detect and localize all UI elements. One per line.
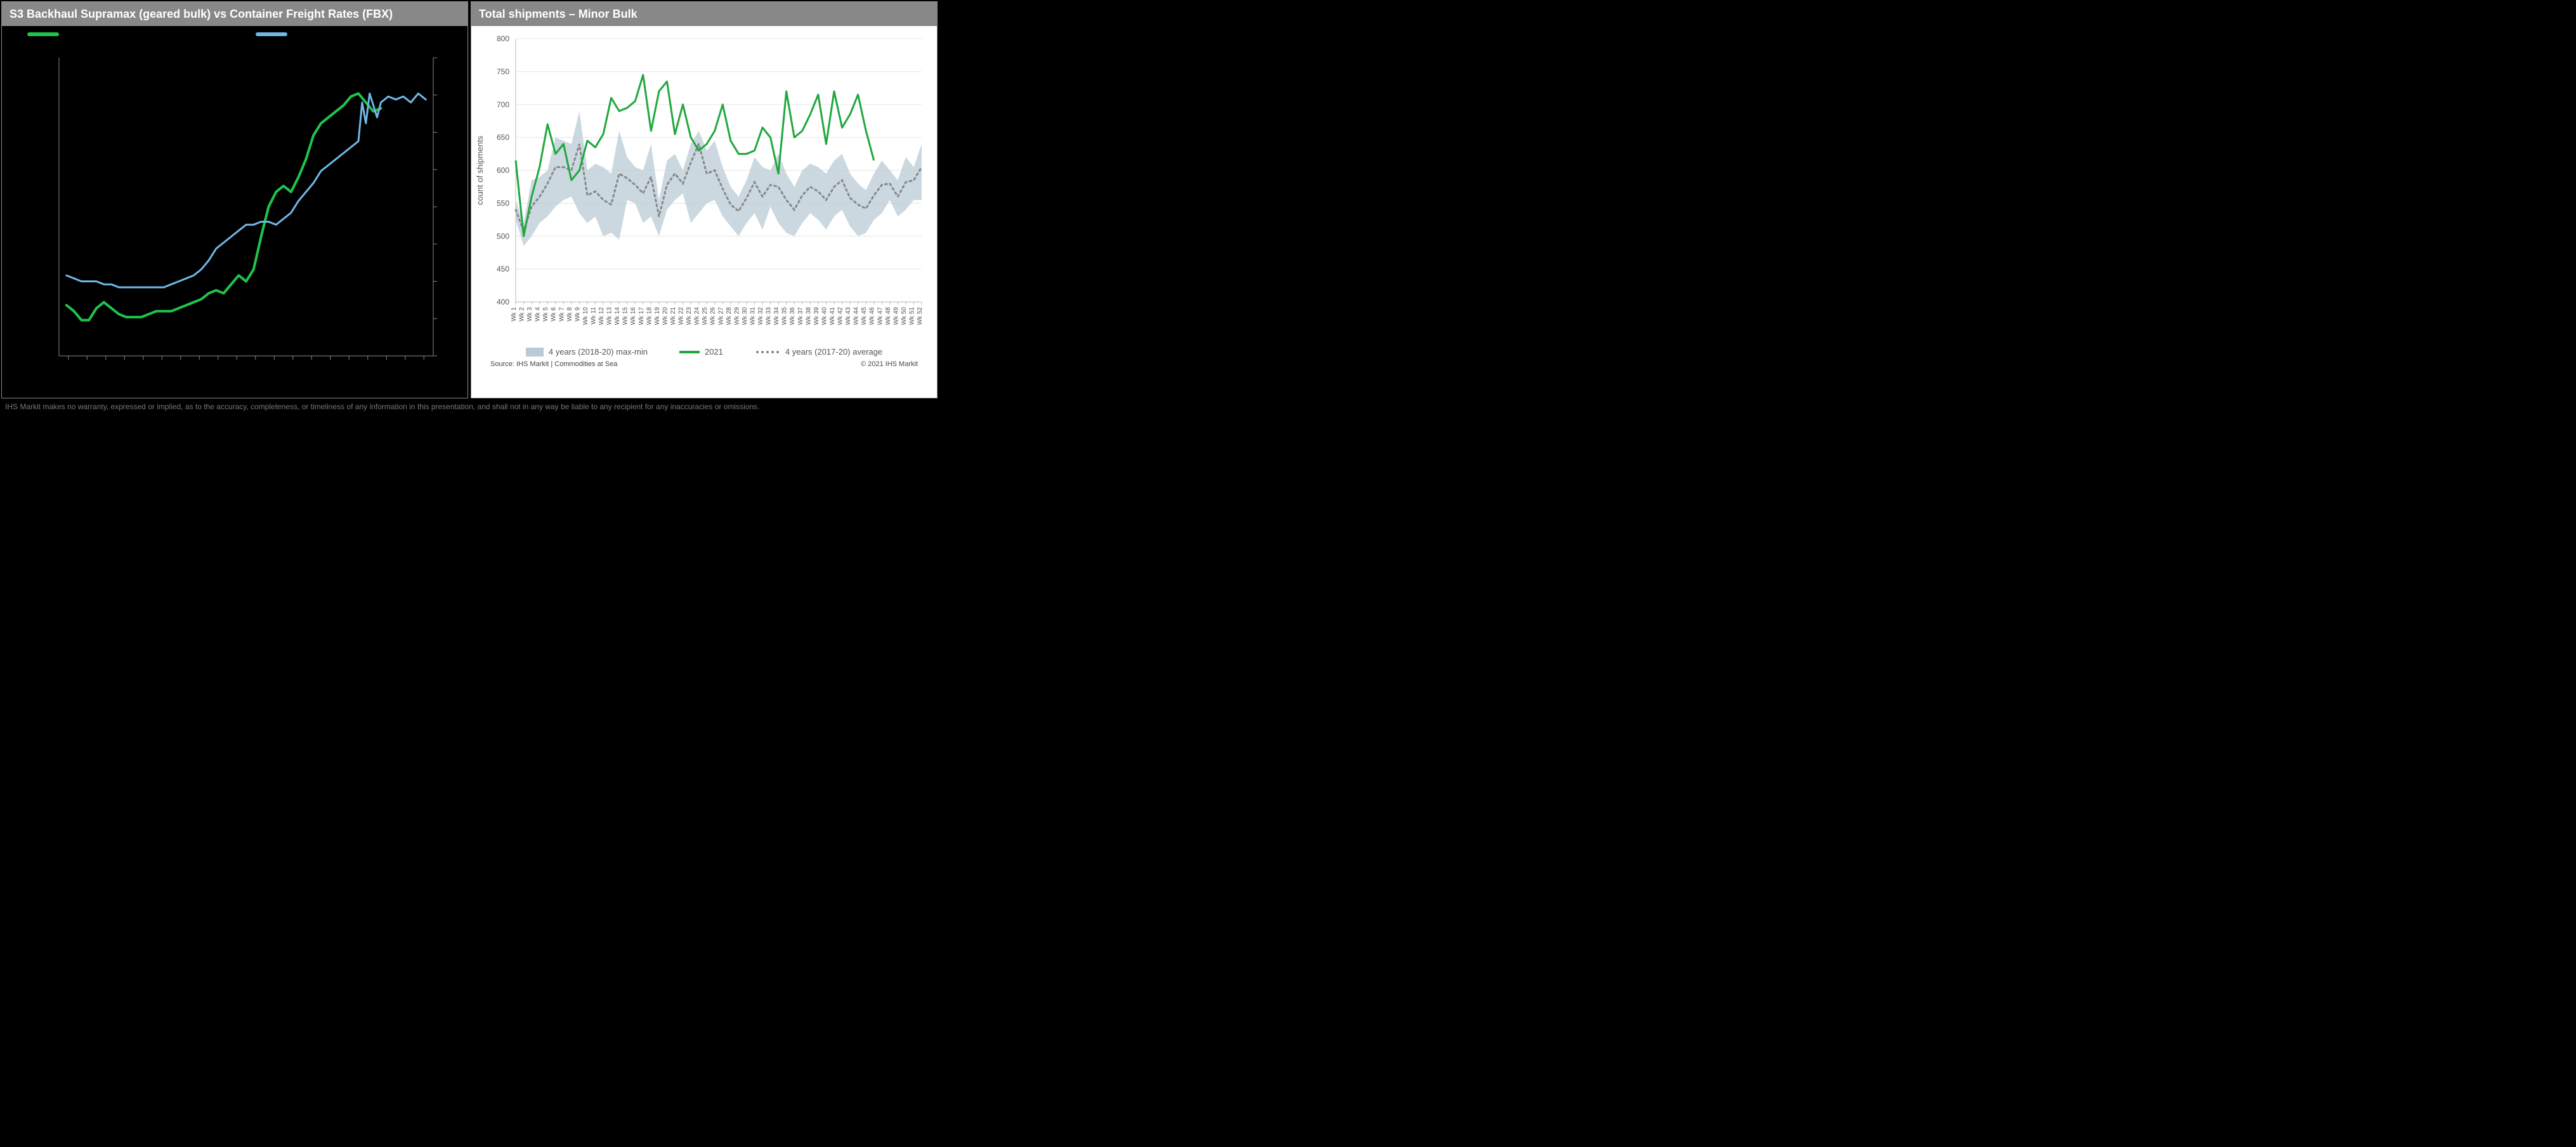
svg-text:Wk 3: Wk 3 (526, 307, 533, 322)
band-swatch (526, 348, 544, 357)
svg-text:Wk 7: Wk 7 (558, 307, 565, 322)
svg-text:Wk 42: Wk 42 (837, 307, 844, 325)
svg-text:800: 800 (497, 34, 509, 43)
left-chart-svg (2, 26, 465, 381)
svg-text:Wk 24: Wk 24 (694, 307, 701, 325)
svg-text:Wk 32: Wk 32 (757, 307, 764, 325)
svg-text:Wk 10: Wk 10 (582, 307, 589, 325)
svg-text:Wk 23: Wk 23 (686, 307, 693, 325)
svg-text:Wk 25: Wk 25 (702, 307, 709, 325)
svg-text:600: 600 (497, 166, 509, 175)
svg-text:Wk 49: Wk 49 (892, 307, 899, 325)
svg-text:Wk 28: Wk 28 (726, 307, 733, 325)
svg-text:Wk 6: Wk 6 (551, 307, 558, 322)
source-text: Source: IHS Markit | Commodities at Sea (490, 360, 617, 368)
svg-text:Wk 22: Wk 22 (678, 307, 685, 325)
left-title: S3 Backhaul Supramax (geared bulk) vs Co… (2, 2, 467, 26)
right-chart-svg: 400 450 500 550 600 650 700 750 800 count of ship… (471, 26, 934, 343)
svg-text:Wk 41: Wk 41 (829, 307, 836, 325)
left-panel: S3 Backhaul Supramax (geared bulk) vs Co… (1, 1, 468, 398)
svg-text:Wk 2: Wk 2 (519, 307, 526, 322)
legend-2021-label: 2021 (705, 347, 723, 357)
svg-text:Wk 21: Wk 21 (670, 307, 677, 325)
right-title: Total shipments – Minor Bulk (471, 2, 937, 26)
left-legend (27, 32, 287, 36)
svg-text:Wk 1: Wk 1 (511, 307, 518, 322)
legend-band-label: 4 years (2018-20) max-min (549, 347, 648, 357)
legend-2021: 2021 (679, 347, 723, 357)
svg-text:450: 450 (497, 265, 509, 273)
svg-text:Wk 14: Wk 14 (614, 307, 621, 325)
left-chart-area (2, 26, 467, 398)
dots-avg-swatch (755, 351, 780, 353)
svg-text:Wk 37: Wk 37 (797, 307, 804, 325)
svg-text:Wk 38: Wk 38 (805, 307, 812, 325)
svg-text:Wk 9: Wk 9 (574, 307, 581, 322)
svg-text:Wk 45: Wk 45 (861, 307, 868, 325)
legend-avg: 4 years (2017-20) average (755, 347, 882, 357)
svg-text:550: 550 (497, 199, 509, 207)
svg-text:Wk 36: Wk 36 (789, 307, 796, 325)
svg-text:Wk 31: Wk 31 (749, 307, 756, 325)
svg-text:Wk 39: Wk 39 (813, 307, 820, 325)
legend-blue-swatch (256, 32, 287, 36)
svg-text:Wk 29: Wk 29 (733, 307, 740, 325)
main-container: S3 Backhaul Supramax (geared bulk) vs Co… (0, 0, 939, 400)
svg-text:Wk 8: Wk 8 (566, 307, 573, 322)
svg-text:750: 750 (497, 67, 509, 76)
svg-text:Wk 4: Wk 4 (535, 307, 542, 322)
svg-text:Wk 13: Wk 13 (606, 307, 613, 325)
svg-text:700: 700 (497, 100, 509, 109)
svg-text:Wk 46: Wk 46 (869, 307, 876, 325)
legend-avg-label: 4 years (2017-20) average (785, 347, 882, 357)
right-chart-area: 400 450 500 550 600 650 700 750 800 count of ship… (471, 26, 937, 398)
svg-text:Wk 5: Wk 5 (542, 307, 549, 322)
svg-text:count of shipments: count of shipments (475, 135, 485, 205)
svg-text:Wk 35: Wk 35 (781, 307, 788, 325)
svg-text:Wk 30: Wk 30 (742, 307, 749, 325)
svg-text:Wk 40: Wk 40 (821, 307, 828, 325)
svg-text:500: 500 (497, 232, 509, 240)
svg-text:Wk 48: Wk 48 (885, 307, 892, 325)
right-legend: 4 years (2018-20) max-min 2021 4 years (… (471, 343, 937, 358)
svg-text:Wk 51: Wk 51 (908, 307, 915, 325)
svg-text:Wk 16: Wk 16 (630, 307, 637, 325)
svg-text:Wk 50: Wk 50 (901, 307, 908, 325)
svg-text:Wk 17: Wk 17 (638, 307, 645, 325)
disclaimer: IHS Markit makes no warranty, expressed … (0, 400, 939, 414)
svg-text:Wk 27: Wk 27 (717, 307, 724, 325)
svg-text:Wk 20: Wk 20 (662, 307, 669, 325)
right-panel: Total shipments – Minor Bulk 400 450 500 55… (471, 1, 938, 398)
right-footer: Source: IHS Markit | Commodities at Sea … (471, 358, 937, 372)
svg-text:400: 400 (497, 298, 509, 306)
svg-text:Wk 11: Wk 11 (590, 307, 597, 325)
svg-text:Wk 33: Wk 33 (766, 307, 773, 325)
svg-text:Wk 15: Wk 15 (622, 307, 629, 325)
svg-text:Wk 52: Wk 52 (917, 307, 924, 325)
svg-text:650: 650 (497, 133, 509, 142)
svg-text:Wk 43: Wk 43 (845, 307, 852, 325)
legend-band: 4 years (2018-20) max-min (526, 347, 648, 357)
svg-text:Wk 12: Wk 12 (598, 307, 605, 325)
line-2021-swatch (679, 351, 700, 353)
copyright-text: © 2021 IHS Markit (861, 360, 918, 368)
svg-text:Wk 26: Wk 26 (710, 307, 717, 325)
svg-text:Wk 34: Wk 34 (773, 307, 780, 325)
svg-text:Wk 19: Wk 19 (654, 307, 661, 325)
legend-green-swatch (27, 32, 59, 36)
svg-text:Wk 47: Wk 47 (877, 307, 884, 325)
svg-text:Wk 18: Wk 18 (646, 307, 653, 325)
svg-text:Wk 44: Wk 44 (853, 307, 860, 325)
